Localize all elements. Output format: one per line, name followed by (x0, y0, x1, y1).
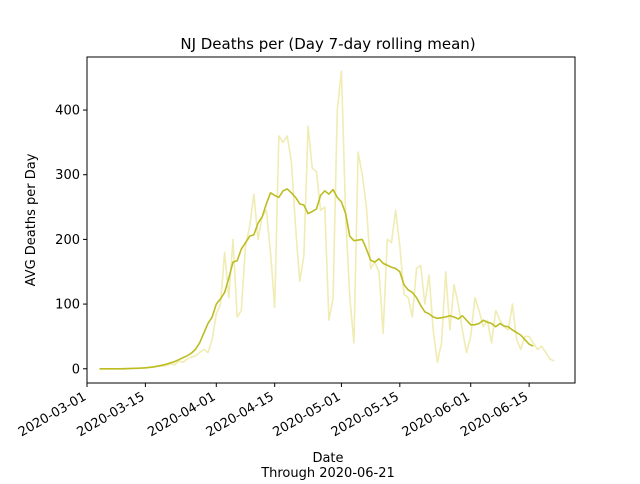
chart-title: NJ Deaths per (Day 7-day rolling mean) (180, 35, 475, 53)
y-tick-label: 200 (55, 233, 80, 248)
y-axis-label: AVG Deaths per Day (24, 153, 39, 286)
y-tick-label: 400 (55, 104, 80, 119)
data-line (99, 70, 555, 370)
x-axis-note: Through 2020-06-21 (260, 466, 395, 480)
y-tick-label: 300 (55, 168, 80, 183)
data-line (99, 188, 534, 370)
y-tick-label: 100 (55, 298, 80, 313)
y-tick-label: 0 (72, 362, 80, 377)
plot-frame (86, 56, 576, 384)
x-axis-label: Date (312, 451, 343, 466)
